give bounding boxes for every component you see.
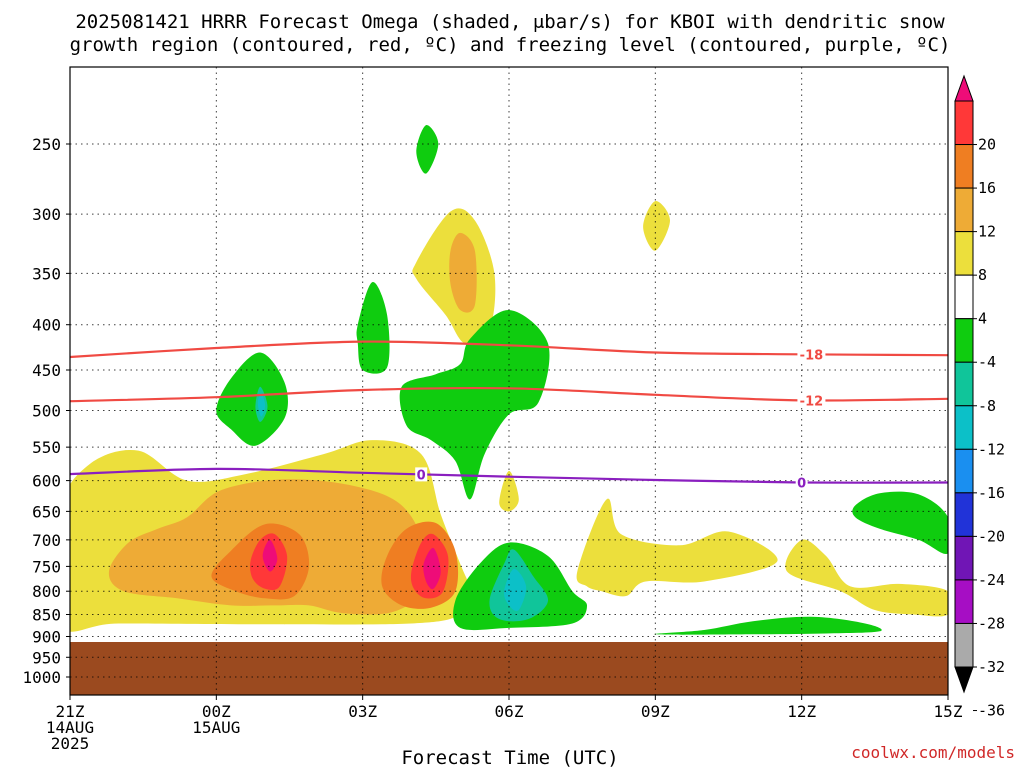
x-tick-label-3-1: 15AUG: [192, 718, 240, 737]
contour-label--18-0: -18: [800, 348, 824, 363]
y-tick-label-550: 550: [32, 438, 61, 457]
colorbar-label-12: -32: [978, 658, 1005, 676]
colorbar-box-7: [954, 405, 974, 450]
y-tick-label-800: 800: [32, 582, 61, 601]
colorbar: 20 16 12 8 4 -4 -8 -12 -16 -20 -24 -28 -32 -36: [954, 74, 1005, 720]
omega-region-16: [216, 352, 288, 446]
x-axis-label: Forecast Time (UTC): [401, 747, 618, 768]
credit-text: coolwx.com/models: [851, 743, 1015, 762]
omega-region-22: [654, 616, 882, 635]
colorbar-box-11: [954, 579, 974, 624]
x-tick-label-3-0: 00Z: [202, 702, 231, 721]
y-tick-label-500: 500: [32, 402, 61, 421]
colorbar-box-8: [954, 448, 974, 494]
y-tick-label-250: 250: [32, 135, 61, 154]
colorbar-label-7: -12: [978, 440, 1005, 458]
x-tick-label-0-1: 14AUG: [46, 718, 94, 737]
colorbar-box-4: [954, 274, 974, 320]
y-tick-label-700: 700: [32, 531, 61, 550]
colorbar-box-9: [954, 492, 974, 537]
contour-label-bg--18-0: [797, 347, 826, 362]
y-tick-label-950: 950: [32, 648, 61, 667]
omega-region-24: [416, 125, 439, 174]
colorbar-box-12: [954, 622, 974, 668]
colorbar-label-4: 4: [978, 310, 987, 328]
y-tick-label-400: 400: [32, 316, 61, 335]
colorbar-box-2: [954, 187, 974, 233]
colorbar-top-triangle: [954, 74, 974, 102]
chart-title-line-1: 2025081421 HRRR Forecast Omega (shaded, …: [75, 11, 945, 33]
colorbar-label-11: -28: [978, 614, 1005, 632]
y-tick-label-850: 850: [32, 606, 61, 625]
y-tick-label-900: 900: [32, 627, 61, 646]
x-tick-label-6-0: 03Z: [348, 702, 377, 721]
colorbar-label-1: 16: [978, 179, 996, 197]
plot-area: -18 -12 0 0: [70, 67, 948, 695]
contour-label-0-1: 0: [797, 477, 806, 492]
chart-title-line-2: growth region (contoured, red, ºC) and f…: [70, 34, 951, 56]
colorbar-label-3: 8: [978, 266, 987, 284]
colorbar-label-10: -24: [978, 571, 1005, 589]
colorbar-label-6: -8: [978, 397, 996, 415]
contour-label-bg--12-0: [797, 393, 826, 408]
contour-label-bg-0-1: [795, 475, 808, 490]
y-tick-label-1000: 1000: [22, 668, 61, 687]
contour-label-0-0: 0: [417, 468, 426, 483]
y-tick-label-300: 300: [32, 205, 61, 224]
y-tick-label-650: 650: [32, 502, 61, 521]
x-tick-label-9-0: 06Z: [495, 702, 524, 721]
y-tick-label-750: 750: [32, 557, 61, 576]
x-tick-label-18-0: 15Z: [934, 702, 963, 721]
colorbar-label-0: 20: [978, 136, 996, 154]
y-tick-label-450: 450: [32, 361, 61, 380]
omega-region-9: [449, 232, 477, 313]
x-tick-label-0-2: 2025: [51, 734, 90, 753]
omega-region-6: [262, 539, 278, 572]
x-tick-label-12-0: 09Z: [641, 702, 670, 721]
omega-region-14: [356, 281, 390, 374]
omega-region-21: [503, 568, 527, 612]
omega-region-23: [852, 491, 948, 555]
colorbar-box-1: [954, 144, 974, 189]
ground-fill: [70, 642, 948, 695]
colorbar-label-5: -4: [978, 353, 996, 371]
colorbar-box-0: [954, 100, 974, 146]
x-tick-label-15-0: 12Z: [787, 702, 816, 721]
colorbar-box-5: [954, 318, 974, 363]
x-tick-label-0-0: 21Z: [56, 702, 85, 721]
y-tick-label-350: 350: [32, 264, 61, 283]
colorbar-box-10: [954, 535, 974, 581]
omega-shading: [70, 125, 948, 635]
contour-label-bg-0-0: [415, 467, 428, 482]
colorbar-label-9: -20: [978, 527, 1005, 545]
colorbar-bottom-triangle: [954, 666, 974, 694]
contour-lines: -18 -12 0 0: [70, 340, 948, 492]
colorbar-label-13: -36: [978, 702, 1005, 720]
colorbar-label-2: 12: [978, 223, 996, 241]
colorbar-box-3: [954, 231, 974, 276]
ground-layer: [70, 642, 948, 695]
contour-label--12-0: -12: [800, 394, 824, 409]
omega-region-10: [643, 201, 670, 251]
y-tick-label-600: 600: [32, 472, 61, 491]
omega-region-12: [576, 498, 778, 597]
omega-region-13: [785, 539, 948, 617]
omega-region-15: [399, 309, 550, 500]
grid: [70, 67, 948, 695]
omega-region-7: [423, 547, 441, 590]
y-axis: 250 300 350 400 450 500 550 600 650 700 750 800 850 9…: [22, 135, 70, 687]
colorbar-box-6: [954, 361, 974, 407]
colorbar-label-8: -16: [978, 484, 1005, 502]
